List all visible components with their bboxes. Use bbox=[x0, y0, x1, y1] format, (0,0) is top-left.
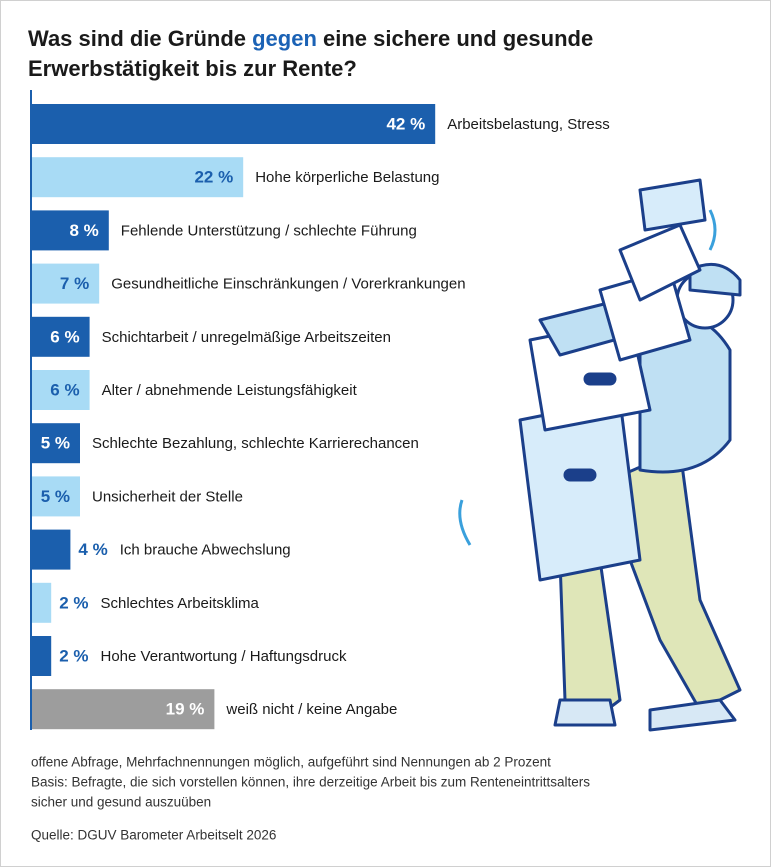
chart-title-line2: Erwerbstätigkeit bis zur Rente? bbox=[28, 56, 357, 81]
note: sicher und gesund auszuüben bbox=[31, 795, 211, 810]
bar bbox=[32, 636, 52, 676]
value-label: 42 % bbox=[386, 114, 425, 133]
value-label: 2 % bbox=[59, 593, 88, 612]
category-label: Schichtarbeit / unregelmäßige Arbeitszei… bbox=[102, 329, 391, 346]
bar bbox=[32, 210, 109, 251]
value-label: 5 % bbox=[41, 487, 70, 506]
bar bbox=[32, 423, 80, 464]
bar bbox=[32, 476, 80, 517]
category-label: Hohe körperliche Belastung bbox=[255, 169, 439, 186]
category-label: Schlechte Bezahlung, schlechte Karrierec… bbox=[92, 435, 419, 452]
bar bbox=[32, 689, 215, 730]
category-label: Alter / abnehmende Leistungsfähigkeit bbox=[102, 382, 358, 399]
illustration bbox=[458, 178, 742, 732]
bar bbox=[32, 316, 90, 357]
category-label: Ich brauche Abwechslung bbox=[120, 542, 291, 559]
value-label: 6 % bbox=[50, 327, 79, 346]
value-label: 22 % bbox=[194, 168, 233, 187]
bar bbox=[32, 529, 71, 570]
category-label: Arbeitsbelastung, Stress bbox=[447, 116, 610, 133]
bar bbox=[32, 582, 52, 623]
bar bbox=[32, 104, 436, 144]
title-end: eine sichere und gesunde bbox=[317, 26, 593, 51]
bar bbox=[32, 157, 244, 198]
value-label: 5 % bbox=[41, 434, 70, 453]
note: offene Abfrage, Mehrfachnennungen möglic… bbox=[31, 755, 551, 770]
category-label: Unsicherheit der Stelle bbox=[92, 488, 243, 505]
bar bbox=[32, 263, 100, 304]
value-label: 2 % bbox=[59, 646, 88, 665]
value-label: 8 % bbox=[70, 221, 99, 240]
chart-title: Was sind die Gründe gegen eine sichere u… bbox=[28, 26, 593, 51]
bar bbox=[32, 370, 90, 410]
value-label: 4 % bbox=[78, 540, 107, 559]
category-label: weiß nicht / keine Angabe bbox=[225, 701, 397, 718]
value-label: 7 % bbox=[60, 274, 89, 293]
category-label: Fehlende Unterstützung / schlechte Führu… bbox=[121, 222, 417, 239]
category-label: Gesundheitliche Einschränkungen / Vorerk… bbox=[111, 276, 465, 293]
title-start: Was sind die Gründe bbox=[28, 26, 252, 51]
source: Quelle: DGUV Barometer Arbeitselt 2026 bbox=[31, 828, 276, 843]
category-label: Schlechtes Arbeitsklima bbox=[100, 595, 259, 612]
title-highlight: gegen bbox=[252, 26, 317, 51]
category-label: Hohe Verantwortung / Haftungsdruck bbox=[100, 648, 346, 665]
value-label: 6 % bbox=[50, 380, 79, 399]
note: Basis: Befragte, die sich vorstellen kön… bbox=[31, 775, 590, 790]
value-label: 19 % bbox=[166, 700, 205, 719]
